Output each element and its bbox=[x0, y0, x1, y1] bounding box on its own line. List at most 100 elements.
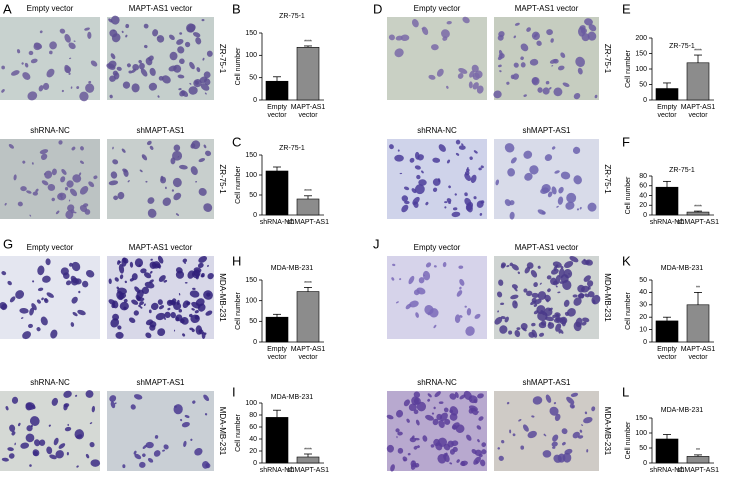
cell bbox=[90, 60, 98, 67]
cell bbox=[516, 327, 521, 331]
cell bbox=[418, 179, 427, 186]
cell bbox=[39, 439, 46, 446]
cell bbox=[414, 437, 420, 441]
cell bbox=[203, 71, 211, 79]
cell bbox=[9, 424, 16, 432]
cell bbox=[569, 403, 575, 409]
cell bbox=[133, 450, 137, 455]
cell bbox=[31, 162, 34, 165]
cell bbox=[161, 75, 171, 84]
cell bbox=[513, 62, 519, 68]
cell bbox=[110, 401, 116, 409]
cell bbox=[174, 405, 177, 408]
cell bbox=[169, 51, 178, 61]
cell bbox=[28, 323, 33, 329]
cell bbox=[108, 180, 119, 186]
bar bbox=[686, 304, 710, 343]
cell bbox=[181, 421, 190, 428]
cell bbox=[132, 64, 140, 71]
cell bbox=[46, 68, 55, 78]
cell bbox=[79, 186, 89, 195]
cell bbox=[117, 260, 121, 265]
y-tick-label: 0 bbox=[253, 339, 257, 346]
cell bbox=[207, 272, 214, 280]
cell bbox=[125, 23, 130, 29]
cell bbox=[428, 74, 436, 80]
x-tick-label: shMAPT-AS1 bbox=[677, 219, 719, 226]
cell bbox=[9, 296, 16, 303]
cell bbox=[509, 429, 512, 434]
cell bbox=[512, 433, 516, 437]
cell bbox=[422, 270, 431, 281]
cell bbox=[449, 462, 453, 465]
cell bbox=[461, 460, 466, 467]
cell bbox=[112, 300, 119, 309]
cell bbox=[430, 44, 439, 51]
y-axis-label: Cell number bbox=[625, 49, 632, 87]
cell bbox=[171, 189, 175, 192]
cell bbox=[401, 204, 409, 213]
cell bbox=[509, 211, 515, 220]
bar bbox=[296, 456, 320, 464]
cell bbox=[71, 146, 76, 151]
cell bbox=[145, 180, 148, 183]
y-axis-label: Cell number bbox=[235, 165, 242, 203]
cell bbox=[433, 438, 440, 447]
cell bbox=[149, 261, 157, 269]
cell bbox=[542, 450, 552, 458]
cell bbox=[195, 80, 199, 85]
cell bbox=[409, 300, 419, 308]
chart-title: ZR-75-1 bbox=[669, 167, 695, 174]
cell bbox=[560, 171, 571, 180]
cell bbox=[523, 94, 527, 97]
cell bbox=[459, 315, 463, 318]
cell bbox=[119, 274, 124, 280]
cell bbox=[198, 187, 207, 196]
cell bbox=[569, 256, 579, 263]
cell bbox=[108, 278, 112, 285]
cell bbox=[61, 168, 67, 175]
cell bbox=[434, 391, 441, 398]
cell bbox=[198, 256, 207, 263]
cell bbox=[413, 201, 419, 208]
cell bbox=[479, 459, 486, 467]
cell bbox=[72, 174, 82, 183]
side-label: ZR-75-1 bbox=[218, 44, 227, 74]
cell bbox=[584, 293, 590, 298]
panel-letter: I bbox=[232, 384, 236, 399]
cell bbox=[455, 152, 460, 156]
x-tick-label: MAPT-AS1 vector bbox=[291, 104, 326, 119]
cell bbox=[40, 316, 48, 326]
cell bbox=[202, 57, 205, 61]
cell bbox=[545, 394, 552, 403]
cell bbox=[88, 181, 95, 188]
cell bbox=[437, 178, 441, 183]
cell bbox=[449, 393, 457, 400]
cell bbox=[546, 275, 552, 280]
cell bbox=[538, 332, 545, 337]
cell bbox=[408, 403, 417, 412]
cell bbox=[512, 300, 518, 309]
cell bbox=[514, 330, 521, 338]
panel-letter: L bbox=[622, 384, 629, 399]
cell bbox=[390, 464, 395, 472]
cell bbox=[121, 148, 126, 153]
cell bbox=[177, 46, 185, 54]
cell bbox=[85, 453, 90, 459]
cell bbox=[155, 312, 166, 321]
cell bbox=[402, 456, 408, 462]
cell bbox=[69, 188, 78, 197]
cell bbox=[148, 82, 158, 91]
cell bbox=[550, 38, 554, 43]
cell bbox=[148, 309, 152, 314]
cell bbox=[175, 213, 180, 216]
cell bbox=[131, 83, 140, 93]
cell bbox=[537, 87, 543, 93]
x-tick-label-line: vector bbox=[657, 354, 677, 361]
cell bbox=[32, 450, 38, 457]
cell bbox=[184, 281, 188, 284]
cell bbox=[157, 299, 163, 305]
significance: **** bbox=[304, 39, 312, 45]
cell bbox=[520, 445, 525, 450]
cell bbox=[520, 43, 529, 52]
